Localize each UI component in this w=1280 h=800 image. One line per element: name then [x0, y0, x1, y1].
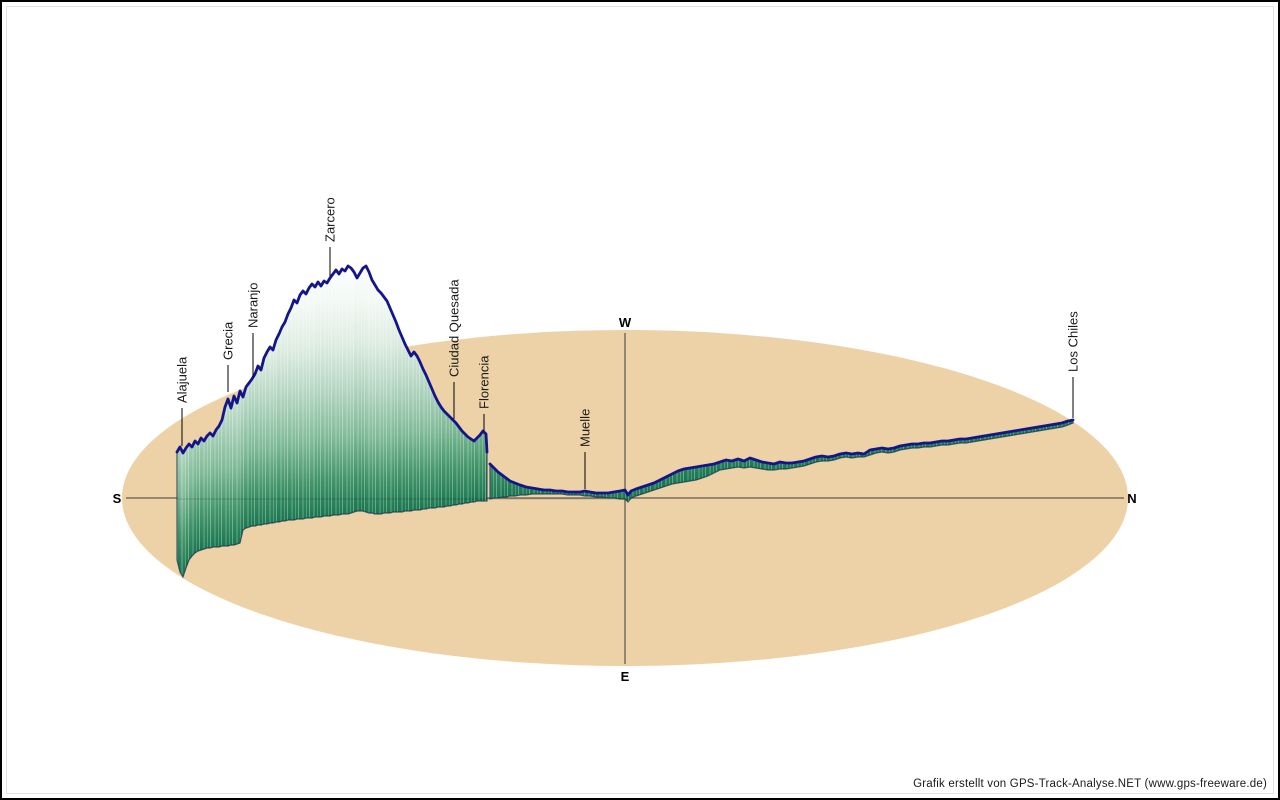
- waypoint-alajuela: Alajuela: [175, 356, 190, 446]
- waypoint-florencia: Florencia: [477, 355, 492, 431]
- elevation-track-line-segment-2: [488, 418, 1075, 497]
- waypoint-muelle: Muelle: [578, 409, 593, 489]
- compass-label-west: W: [619, 315, 632, 330]
- waypoint-label: Muelle: [578, 409, 593, 447]
- compass-label-east: E: [621, 669, 630, 684]
- waypoint-label: Naranjo: [246, 282, 261, 328]
- waypoint-naranjo: Naranjo: [246, 282, 261, 377]
- waypoint-label: Alajuela: [175, 356, 190, 403]
- compass-label-south: S: [113, 491, 122, 506]
- waypoint-label: Los Chiles: [1066, 311, 1081, 372]
- waypoint-ciudad-quesada: Ciudad Quesada: [447, 279, 462, 419]
- footer-credit: Grafik erstellt von GPS-Track-Analyse.NE…: [913, 778, 1267, 790]
- elevation-track-line-segment-1: [175, 264, 489, 455]
- waypoint-zarcero: Zarcero: [323, 197, 338, 276]
- waypoint-label: Ciudad Quesada: [447, 279, 462, 377]
- waypoint-label: Grecia: [221, 321, 236, 360]
- waypoint-los-chiles: Los Chiles: [1066, 311, 1081, 418]
- waypoint-label: Zarcero: [323, 197, 338, 242]
- compass-label-north: N: [1127, 491, 1136, 506]
- waypoint-grecia: Grecia: [221, 321, 236, 392]
- waypoint-label: Florencia: [477, 355, 492, 409]
